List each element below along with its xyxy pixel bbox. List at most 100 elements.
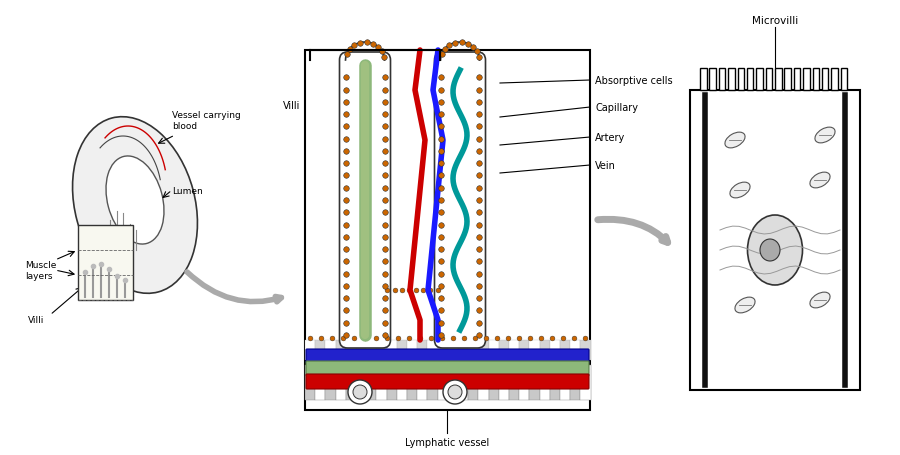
- Text: Lumen: Lumen: [172, 186, 202, 195]
- Bar: [700, 69, 706, 91]
- Bar: [366, 365, 376, 400]
- Bar: [822, 69, 828, 91]
- Ellipse shape: [724, 133, 745, 148]
- Bar: [437, 365, 448, 400]
- Bar: [785, 69, 791, 91]
- Bar: [719, 69, 725, 91]
- FancyBboxPatch shape: [306, 374, 589, 389]
- Bar: [418, 365, 428, 400]
- Bar: [529, 365, 540, 400]
- Bar: [305, 340, 315, 360]
- Bar: [509, 340, 519, 360]
- Bar: [407, 340, 418, 360]
- Bar: [428, 340, 437, 360]
- Bar: [437, 340, 448, 360]
- Bar: [550, 340, 560, 360]
- Text: Microvilli: Microvilli: [752, 16, 798, 26]
- Text: Vessel carrying
blood: Vessel carrying blood: [172, 111, 241, 131]
- Bar: [756, 69, 763, 91]
- Circle shape: [353, 385, 367, 399]
- Bar: [448, 340, 458, 360]
- Bar: [803, 69, 810, 91]
- Bar: [766, 69, 772, 91]
- Bar: [519, 365, 529, 400]
- FancyBboxPatch shape: [435, 53, 485, 348]
- Bar: [737, 69, 744, 91]
- Bar: [499, 365, 509, 400]
- Bar: [336, 340, 346, 360]
- FancyBboxPatch shape: [339, 53, 391, 348]
- Bar: [356, 340, 366, 360]
- Bar: [468, 340, 479, 360]
- Bar: [775, 69, 781, 91]
- FancyBboxPatch shape: [78, 226, 133, 300]
- Bar: [499, 340, 509, 360]
- Bar: [458, 340, 468, 360]
- Bar: [560, 340, 571, 360]
- Bar: [366, 340, 376, 360]
- Text: Lymphatic vessel: Lymphatic vessel: [405, 437, 489, 447]
- Ellipse shape: [810, 293, 830, 308]
- Bar: [376, 365, 387, 400]
- Bar: [315, 365, 326, 400]
- Bar: [794, 69, 800, 91]
- Bar: [315, 340, 326, 360]
- Bar: [560, 365, 571, 400]
- Text: Artery: Artery: [595, 133, 625, 143]
- Bar: [387, 365, 397, 400]
- Bar: [509, 365, 519, 400]
- Bar: [305, 365, 315, 400]
- Ellipse shape: [106, 157, 164, 244]
- Text: Vein: Vein: [595, 161, 616, 171]
- Bar: [397, 340, 407, 360]
- Ellipse shape: [73, 117, 197, 293]
- Ellipse shape: [810, 173, 830, 188]
- Bar: [326, 340, 336, 360]
- Bar: [747, 69, 753, 91]
- Bar: [428, 365, 437, 400]
- Bar: [418, 340, 428, 360]
- Bar: [346, 340, 356, 360]
- Bar: [305, 51, 590, 410]
- Circle shape: [443, 380, 467, 404]
- Circle shape: [448, 385, 462, 399]
- Bar: [709, 69, 716, 91]
- Bar: [690, 91, 860, 390]
- Bar: [448, 365, 458, 400]
- Bar: [458, 365, 468, 400]
- Circle shape: [348, 380, 372, 404]
- Bar: [571, 365, 580, 400]
- Text: Absorptive cells: Absorptive cells: [595, 76, 672, 86]
- Bar: [813, 69, 819, 91]
- Text: Villi: Villi: [28, 316, 44, 325]
- Bar: [387, 340, 397, 360]
- Bar: [376, 340, 387, 360]
- Bar: [550, 365, 560, 400]
- Ellipse shape: [735, 298, 755, 313]
- Bar: [580, 365, 590, 400]
- Bar: [479, 365, 489, 400]
- Bar: [407, 365, 418, 400]
- Ellipse shape: [748, 216, 803, 285]
- Ellipse shape: [814, 128, 835, 144]
- Bar: [540, 340, 550, 360]
- Bar: [832, 69, 838, 91]
- Bar: [489, 365, 499, 400]
- Text: Muscle
layers: Muscle layers: [25, 261, 57, 280]
- Bar: [728, 69, 734, 91]
- Bar: [336, 365, 346, 400]
- Bar: [540, 365, 550, 400]
- Bar: [326, 365, 336, 400]
- Ellipse shape: [760, 239, 780, 262]
- Bar: [519, 340, 529, 360]
- Bar: [529, 340, 540, 360]
- Bar: [580, 340, 590, 360]
- Bar: [397, 365, 407, 400]
- Text: Capillary: Capillary: [595, 103, 638, 113]
- Bar: [571, 340, 580, 360]
- Bar: [356, 365, 366, 400]
- Bar: [468, 365, 479, 400]
- Bar: [841, 69, 847, 91]
- FancyBboxPatch shape: [306, 349, 589, 363]
- Ellipse shape: [730, 183, 750, 198]
